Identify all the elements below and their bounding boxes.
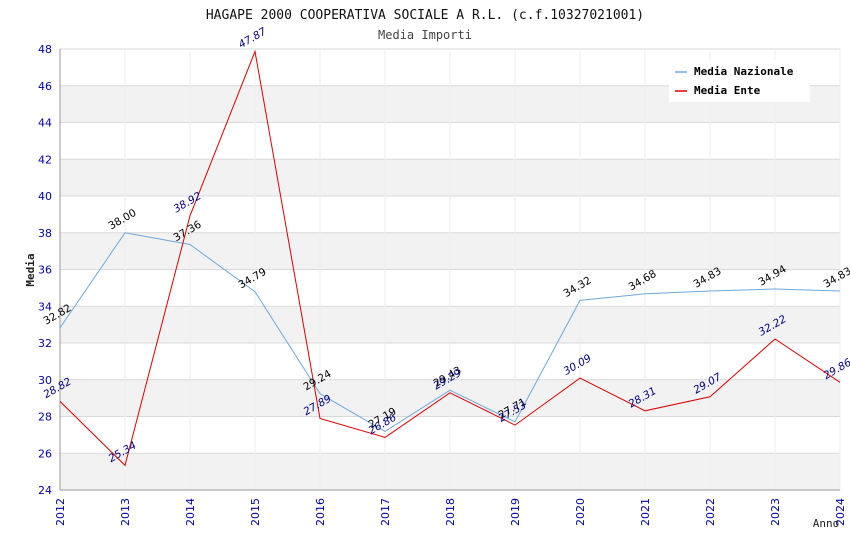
x-tick-label: 2014	[184, 498, 197, 526]
y-tick-label: 48	[38, 43, 52, 56]
y-tick-label: 34	[38, 300, 52, 313]
data-label: 29.86	[822, 356, 850, 382]
chart-title: HAGAPE 2000 COOPERATIVA SOCIALE A R.L. (…	[206, 8, 644, 23]
x-tick-label: 2019	[509, 498, 522, 526]
x-axis-title: Anno	[813, 517, 840, 530]
x-tick-label: 2022	[704, 498, 717, 526]
x-tick-label: 2023	[769, 498, 782, 526]
series-lines	[59, 49, 841, 467]
x-tick-label: 2020	[574, 498, 587, 526]
axes	[59, 49, 840, 491]
y-axis-title: Media	[24, 253, 37, 286]
y-tick-label: 26	[38, 447, 52, 460]
data-label: 34.32	[562, 275, 594, 300]
data-label: 38.00	[107, 207, 139, 232]
x-tick-label: 2012	[54, 498, 67, 526]
data-label: 34.68	[627, 268, 659, 293]
y-tick-labels: 24 26 28 30 32 34 36 38 40 42 44 46 48	[38, 43, 52, 497]
y-tick-label: 28	[38, 411, 52, 424]
y-tick-label: 42	[38, 153, 52, 166]
y-tick-label: 32	[38, 337, 52, 350]
y-tick-label: 30	[38, 374, 52, 387]
series-line-media-nazionale	[59, 232, 841, 432]
legend-label-media-nazionale: Media Nazionale	[694, 65, 794, 78]
y-tick-label: 36	[38, 264, 52, 277]
x-tick-label: 2016	[314, 498, 327, 526]
y-tick-label: 46	[38, 80, 52, 93]
x-tick-labels: 2012 2013 2014 2015 2016 2017 2018 2019 2020 2021…	[54, 498, 847, 526]
x-tick-label: 2013	[119, 498, 132, 526]
chart-subtitle: Media Importi	[378, 28, 472, 42]
data-label: 47.87	[237, 25, 269, 51]
x-tick-label: 2015	[249, 498, 262, 526]
legend-label-media-ente: Media Ente	[694, 84, 761, 97]
x-tick-label: 2017	[379, 498, 392, 526]
data-label: 30.09	[562, 352, 594, 378]
series-line-media-ente	[59, 49, 841, 467]
y-tick-label: 40	[38, 190, 52, 203]
x-tick-label: 2018	[444, 498, 457, 526]
x-tick-label: 2021	[639, 498, 652, 526]
legend: Media Nazionale Media Ente	[669, 60, 810, 102]
y-tick-label: 44	[38, 117, 52, 130]
legend-box	[669, 60, 810, 102]
y-tick-label: 38	[38, 227, 52, 240]
y-tick-label: 24	[38, 484, 52, 497]
x-tick-label: 2024	[834, 498, 847, 526]
gridlines	[59, 48, 841, 491]
